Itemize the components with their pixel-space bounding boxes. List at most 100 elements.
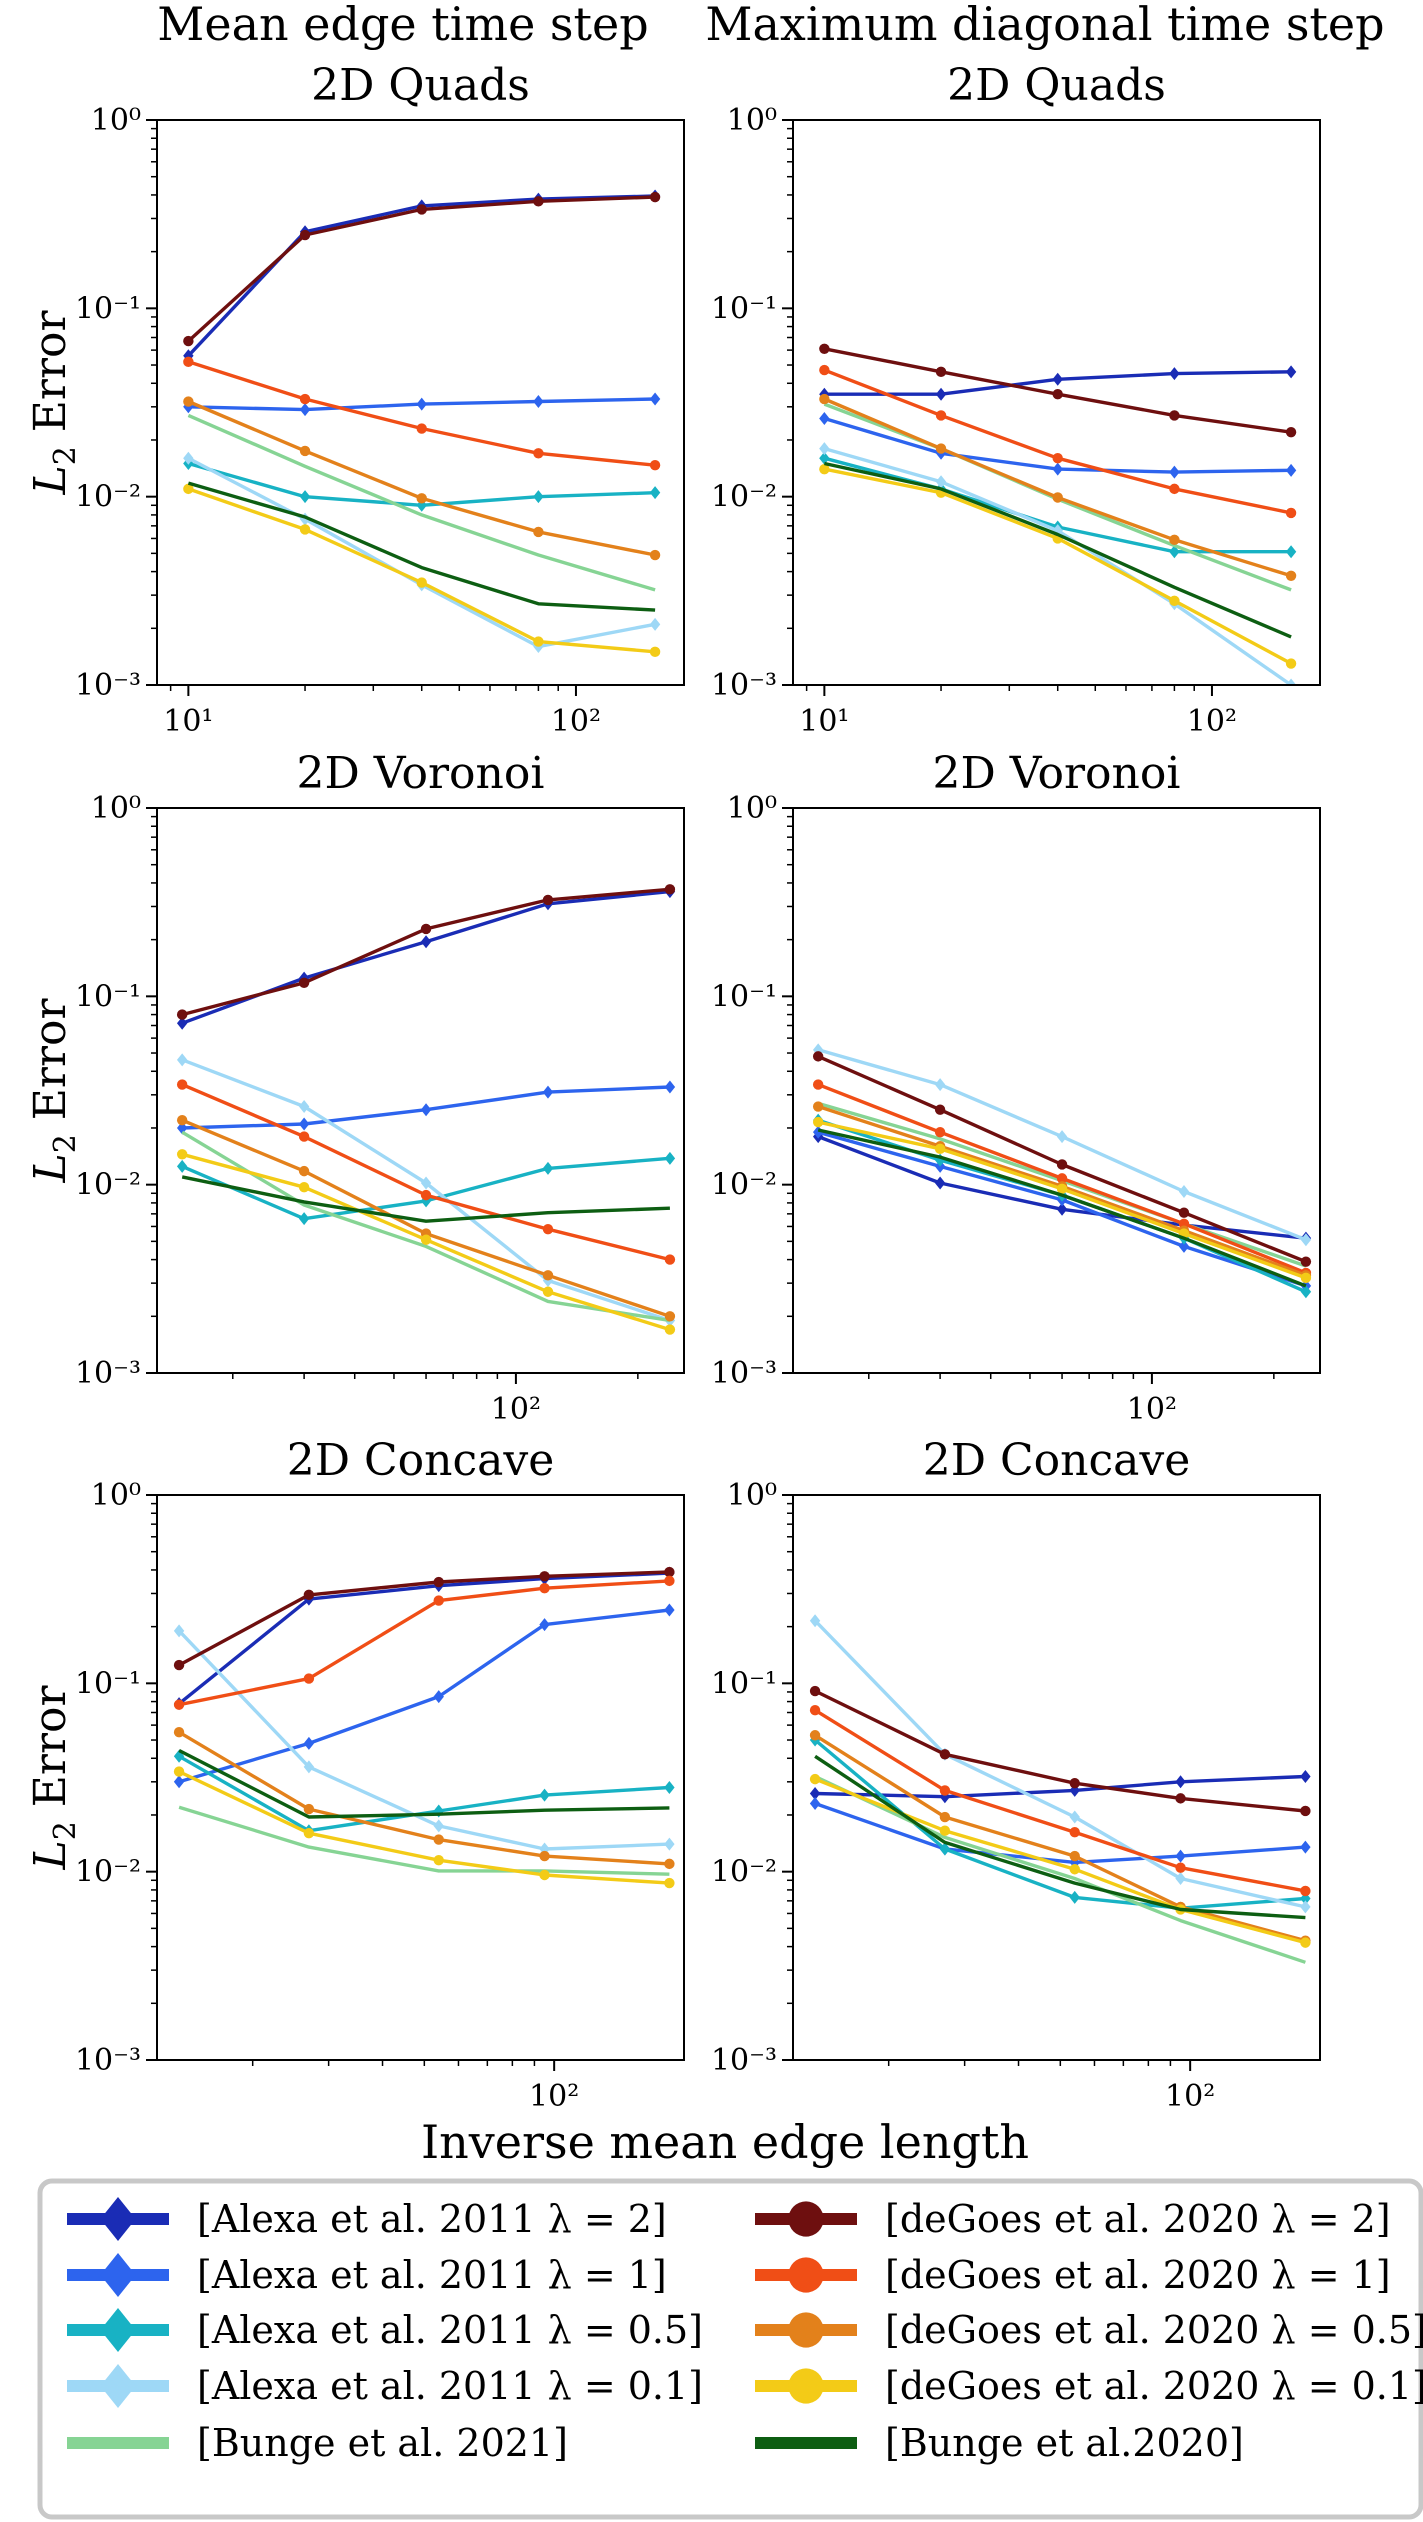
y-tick-label: 10⁻² [711,1855,777,1890]
data-point [1178,1184,1190,1198]
x-tick-label: 10² [1165,2079,1215,2114]
data-point [420,1189,432,1201]
data-point [176,1149,188,1160]
series-line [187,456,656,649]
data-point [1169,483,1180,495]
data-point [303,1736,315,1750]
data-point [819,442,830,456]
data-point [1175,1871,1186,1885]
y-tick-label: 10⁻¹ [75,979,141,1014]
data-point [812,1079,824,1090]
y-tick-label: 10⁻³ [711,1356,777,1391]
series-line [178,1748,670,1819]
series-line [187,481,656,612]
data-point [542,1085,554,1099]
data-point [433,1855,444,1866]
data-point [935,475,947,489]
series-line [824,461,1292,639]
plot-area [809,1614,1311,1964]
y-tick-label: 10⁻³ [75,668,141,703]
legend-label: [deGoes et al. 2020 λ = 2] [885,2197,1391,2241]
data-point [1169,545,1180,559]
legend-label: [Bunge et al. 2021] [197,2421,568,2465]
data-point [542,1161,554,1175]
data-point [533,490,544,504]
legend-entry: [deGoes et al. 2020 λ = 2] [755,2197,1391,2241]
data-point [416,577,427,588]
data-point [934,1104,946,1115]
y-tick-label: 10⁻³ [75,1356,141,1391]
data-point [176,1079,188,1090]
series-line [817,1054,1307,1264]
data-point [1069,1810,1080,1824]
legend-entry: [deGoes et al. 2020 λ = 0.1] [755,2364,1423,2408]
data-point [1169,465,1180,479]
series-line [178,1805,670,1876]
y-tick-label: 10⁻¹ [711,1666,777,1701]
data-point [1056,1130,1068,1144]
legend-marker [100,2197,136,2241]
legend-label: [deGoes et al. 2020 λ = 0.1] [885,2364,1423,2408]
data-point [1178,1207,1190,1218]
data-point [420,1176,432,1190]
y-tick-label: 10⁰ [727,103,777,138]
data-point [1300,1900,1311,1914]
data-point [664,1324,676,1335]
data-point [1175,1849,1186,1863]
data-point [934,1078,946,1092]
data-point [298,1165,310,1177]
legend-marker [100,2364,136,2408]
data-point [1178,1239,1190,1253]
legend-marker [788,2257,824,2293]
axes-frame [156,807,685,1374]
legend-label: [Alexa et al. 2011 λ = 0.1] [197,2364,703,2408]
plot-area [173,1566,675,1889]
legend-label: [Bunge et al.2020] [885,2421,1244,2465]
data-point [819,364,830,376]
y-tick-label: 10⁻¹ [711,291,777,326]
data-point [649,549,661,561]
data-point [819,393,830,405]
legend-label: [Alexa et al. 2011 λ = 0.5] [197,2308,703,2352]
data-point [1069,1890,1080,1904]
data-point [299,490,311,504]
data-point [1056,1173,1068,1184]
data-point [1052,372,1063,386]
data-point [664,1311,676,1322]
legend-label: [deGoes et al. 2020 λ = 1] [885,2253,1391,2297]
data-point [1175,1862,1186,1873]
data-point [812,1101,824,1112]
data-point [649,392,661,406]
data-point [809,1614,821,1628]
data-point [1169,367,1180,381]
data-point [298,1212,310,1226]
data-point [1285,507,1297,519]
data-point [416,397,427,411]
legend: [Alexa et al. 2011 λ = 2] [Alexa et al. 2… [37,2178,1423,2520]
series-line [177,1629,670,1851]
y-tick-label: 10⁰ [91,103,141,138]
data-point [533,196,544,207]
data-point [433,1690,444,1704]
data-point [1052,492,1063,503]
x-tick-label: 10² [1127,1392,1177,1427]
data-point [420,923,432,935]
series-line [181,1118,671,1318]
y-tick-label: 10⁻¹ [75,291,141,326]
legend-entry: [deGoes et al. 2020 λ = 1] [755,2253,1391,2297]
legend-entry: [Bunge et al.2020] [755,2421,1244,2465]
data-point [809,1797,821,1811]
series-line [814,1738,1306,1910]
data-point [1300,1272,1312,1284]
data-point [1285,570,1297,582]
y-axis-label: L2 Error [25,1685,83,1871]
y-tick-label: 10⁻² [75,480,141,515]
data-point [664,1575,675,1587]
data-point [664,1780,675,1794]
data-point [298,977,310,988]
data-point [433,1834,444,1845]
data-point [1169,410,1180,421]
series-line [814,1754,1306,1920]
legend-entry: [Alexa et al. 2011 λ = 0.5] [67,2308,703,2352]
data-point [664,1080,676,1094]
